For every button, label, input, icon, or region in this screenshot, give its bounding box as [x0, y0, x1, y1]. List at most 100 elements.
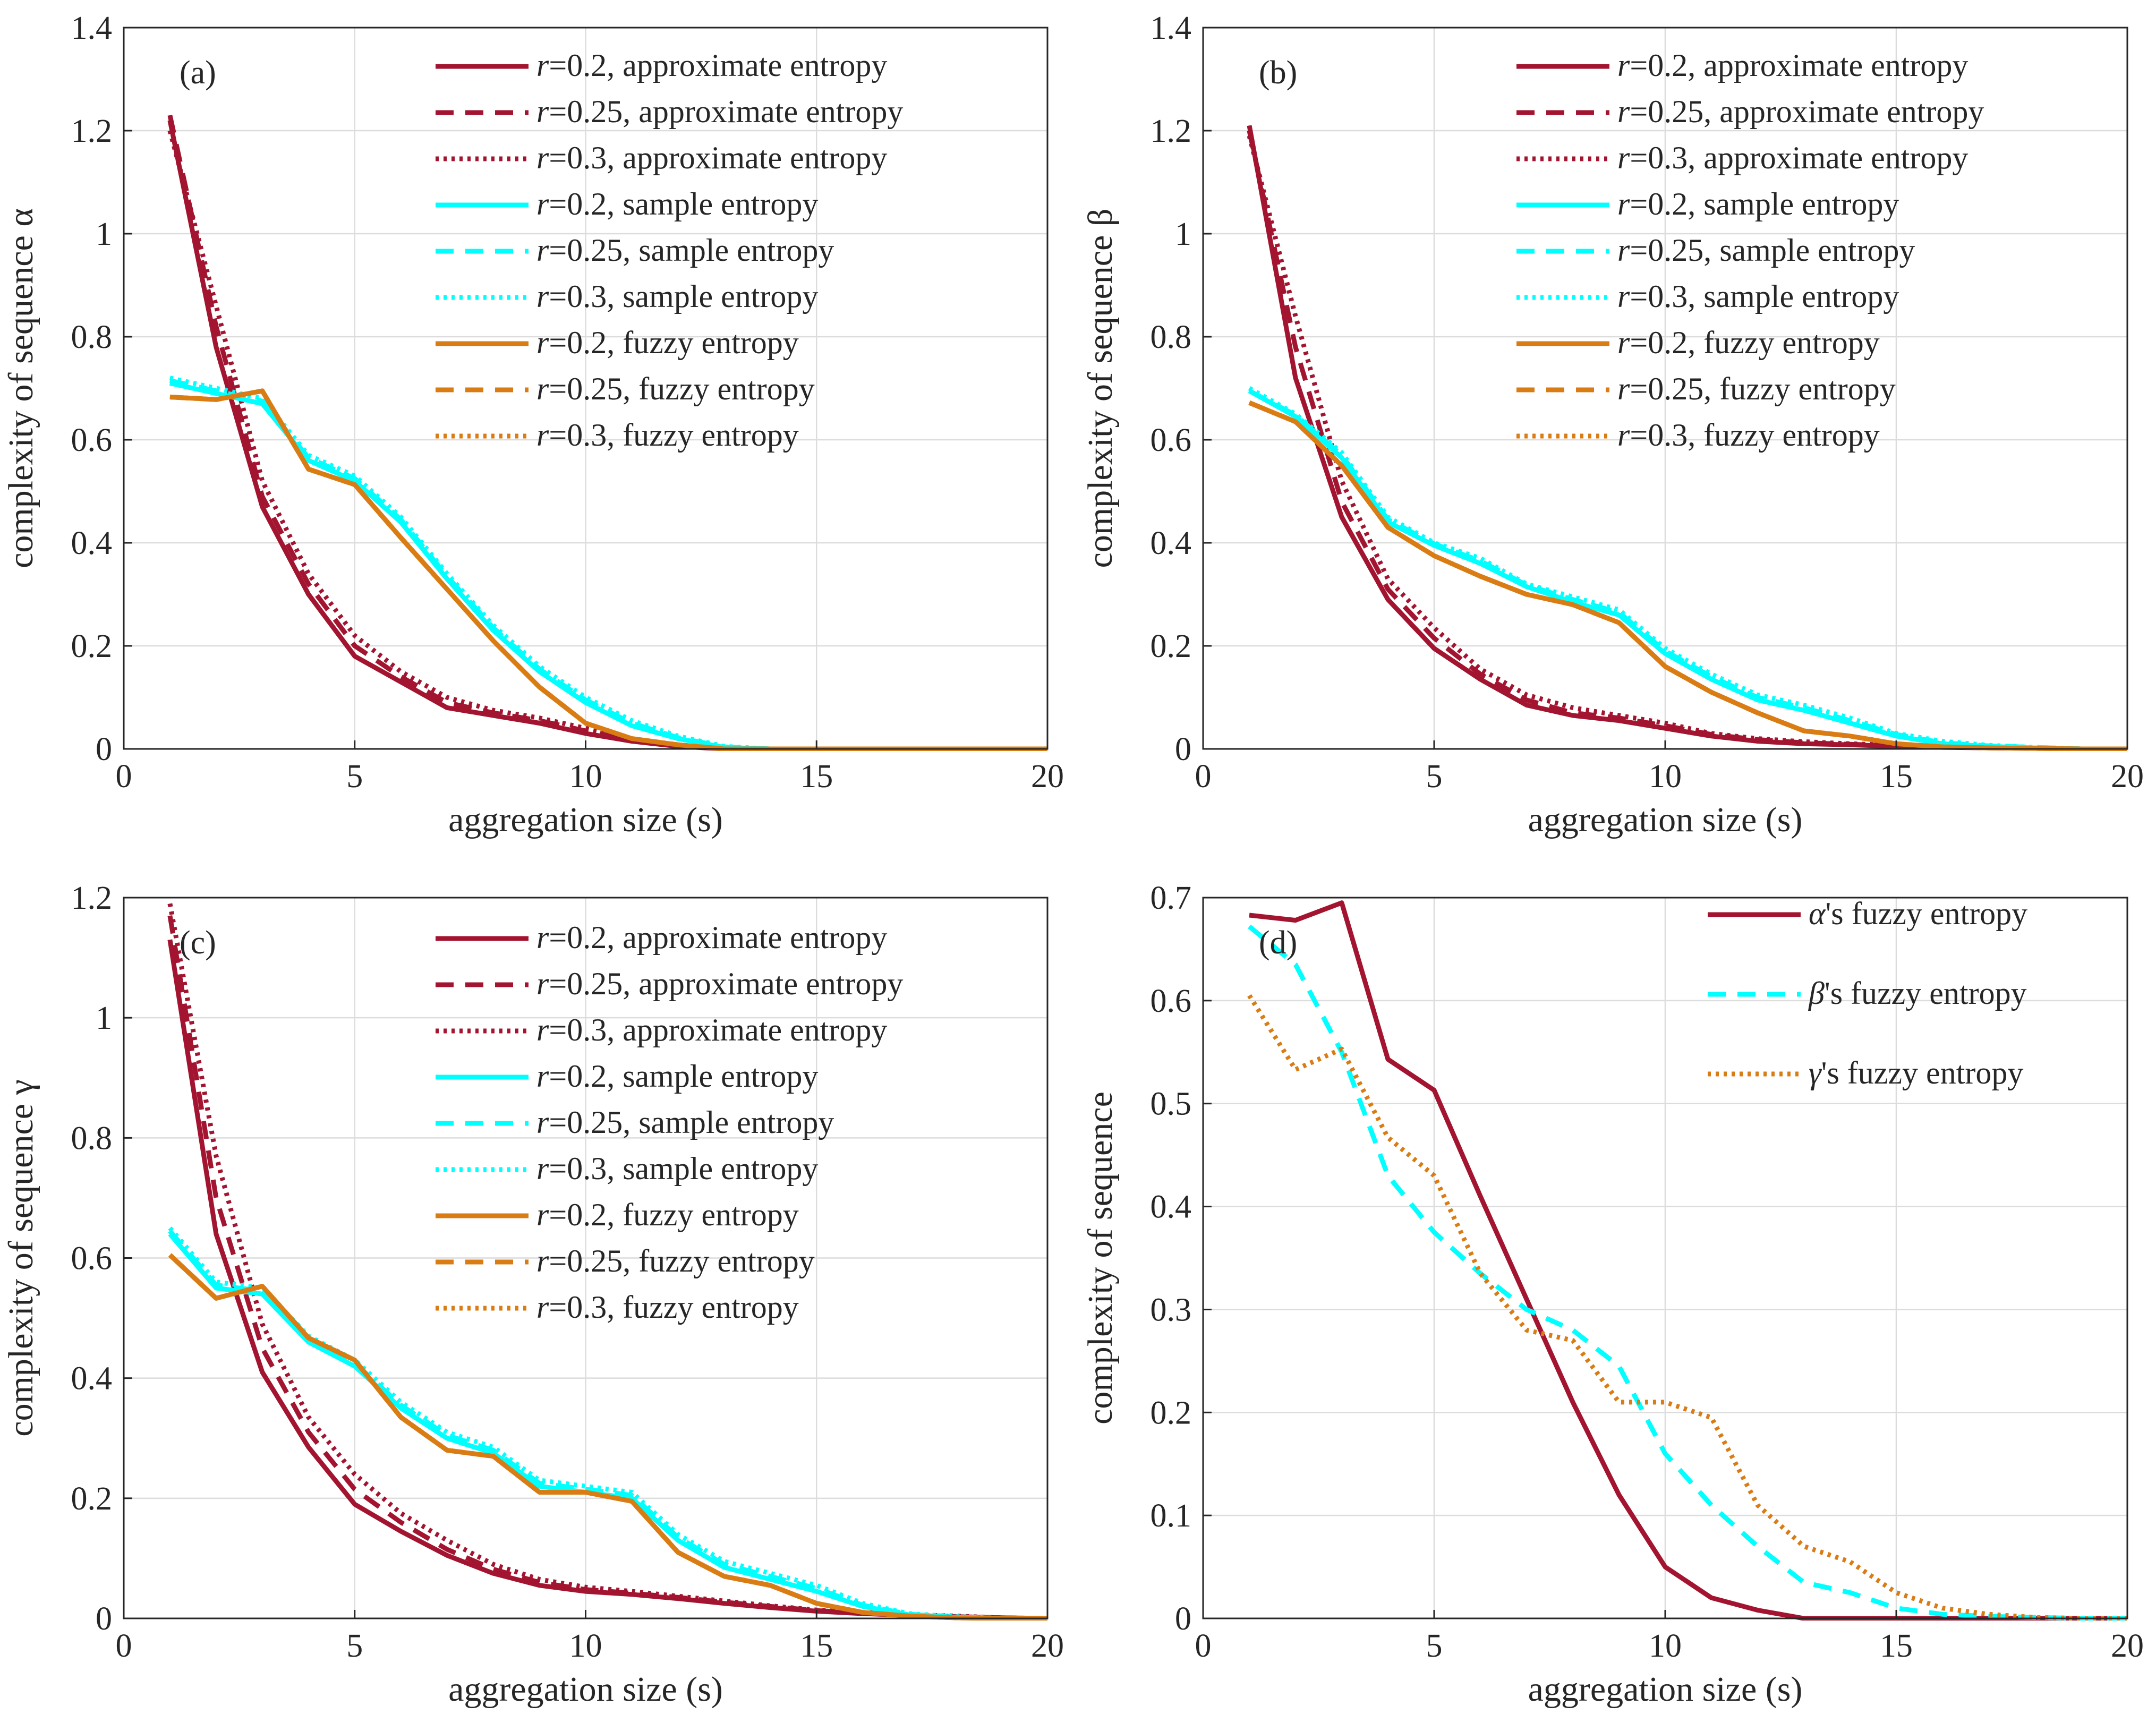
y-axis-label: complexity of sequence [1081, 1092, 1120, 1425]
x-tick-label: 15 [800, 1628, 833, 1664]
y-tick-label: 0 [96, 731, 112, 768]
legend-item: r=0.25, fuzzy entropy [436, 371, 815, 406]
series-line-4 [1248, 388, 2127, 751]
y-tick-label: 0 [96, 1601, 112, 1637]
panel-label: (c) [180, 925, 216, 961]
y-tick-label: 0.2 [71, 1481, 113, 1517]
legend-label: r=0.2, approximate entropy [1617, 48, 1968, 83]
legend: α's fuzzy entropy β's fuzzy entropy γ's fu… [1708, 896, 2027, 1090]
legend-item: r=0.2, sample entropy [436, 1059, 818, 1094]
series-line-2 [1247, 994, 2127, 1621]
x-tick-label: 20 [1031, 1628, 1064, 1664]
x-axis-label: aggregation size (s) [1528, 1670, 1803, 1709]
y-tick-label: 0 [1175, 731, 1191, 768]
x-axis-label: aggregation size (s) [448, 1670, 723, 1709]
series-line-1 [1248, 924, 2127, 1621]
legend-item: r=0.2, approximate entropy [1516, 48, 1968, 83]
legend-item: r=0.3, fuzzy entropy [436, 417, 799, 453]
y-tick-label: 0.2 [1151, 1395, 1192, 1431]
x-tick-label: 0 [116, 758, 132, 795]
legend-label: r=0.25, sample entropy [536, 233, 834, 268]
legend-item: r=0.2, fuzzy entropy [436, 1197, 799, 1232]
x-tick-label: 10 [1649, 758, 1682, 795]
legend-label: r=0.3, sample entropy [1617, 279, 1899, 314]
panel-b: 0 5 10 15 20 0 0.2 0.4 0.6 0.8 1 1.2 1.4 aggregation … [1081, 10, 2144, 839]
x-tick-label: 5 [1426, 758, 1443, 795]
legend-label: r=0.25, sample entropy [1617, 233, 1915, 268]
legend-label: r=0.2, fuzzy entropy [536, 325, 799, 360]
legend-item: β's fuzzy entropy [1708, 976, 2027, 1011]
legend-label: γ's fuzzy entropy [1809, 1055, 2023, 1090]
y-axis-label: complexity of sequence γ [2, 1079, 40, 1436]
legend-item: r=0.3, sample entropy [1516, 279, 1899, 314]
y-tick-label: 1.4 [1151, 10, 1192, 46]
series-line-2 [167, 903, 1047, 1621]
y-tick-label: 0.6 [71, 1241, 113, 1277]
legend-item: r=0.2, approximate entropy [436, 920, 887, 955]
y-tick-label: 0 [1175, 1601, 1191, 1637]
legend-label: r=0.3, approximate entropy [536, 1012, 887, 1047]
legend-label: r=0.2, approximate entropy [536, 920, 887, 955]
x-tick-label: 10 [569, 1628, 602, 1664]
legend-item: r=0.2, sample entropy [1516, 186, 1899, 221]
panel-a: 0 5 10 15 20 0 0.2 0.4 0.6 0.8 1 1.2 1.4 aggregation … [2, 10, 1064, 839]
y-tick-label: 0.5 [1151, 1086, 1192, 1122]
y-tick-label: 0.6 [71, 422, 113, 458]
legend-label: r=0.2, fuzzy entropy [1617, 325, 1880, 360]
y-tick-label: 1.2 [71, 113, 113, 149]
legend-item: r=0.3, approximate entropy [436, 140, 887, 175]
legend-label: r=0.3, fuzzy entropy [1617, 417, 1880, 453]
legend-label: r=0.2, approximate entropy [536, 48, 887, 83]
panel-label: (d) [1259, 925, 1297, 961]
legend-label: β's fuzzy entropy [1808, 976, 2027, 1011]
legend: r=0.2, approximate entropy r=0.25, approx… [1516, 48, 1984, 453]
x-tick-label: 10 [1649, 1628, 1682, 1664]
legend-label: r=0.25, fuzzy entropy [536, 1243, 815, 1278]
y-tick-label: 1.2 [1151, 113, 1192, 149]
legend-item: r=0.3, approximate entropy [436, 1012, 887, 1047]
series-line-8 [168, 1253, 1047, 1621]
y-axis-label: complexity of sequence β [1081, 209, 1120, 568]
y-tick-label: 1.4 [71, 10, 113, 46]
y-tick-label: 0.6 [1151, 983, 1192, 1019]
legend-item: r=0.3, sample entropy [436, 279, 818, 314]
x-tick-label: 20 [2111, 758, 2144, 795]
legend-item: r=0.25, sample entropy [436, 1105, 834, 1140]
legend-item: r=0.3, sample entropy [436, 1151, 818, 1186]
series-line-2 [167, 130, 1047, 751]
legend-label: r=0.25, approximate entropy [1617, 94, 1984, 129]
legend-item: r=0.2, sample entropy [436, 186, 818, 221]
y-tick-label: 0.3 [1151, 1292, 1192, 1328]
y-axis-label: complexity of sequence α [2, 208, 40, 568]
legend-item: r=0.25, sample entropy [436, 233, 834, 268]
y-tick-label: 1 [96, 216, 112, 252]
legend-item: r=0.25, fuzzy entropy [1516, 371, 1896, 406]
x-tick-label: 15 [1880, 758, 1913, 795]
legend-item: r=0.3, approximate entropy [1516, 140, 1968, 175]
legend-item: r=0.25, sample entropy [1516, 233, 1915, 268]
x-tick-label: 5 [346, 1628, 363, 1664]
series-line-1 [167, 915, 1047, 1621]
legend-label: r=0.3, sample entropy [536, 1151, 818, 1186]
legend-label: r=0.25, fuzzy entropy [536, 371, 815, 406]
legend-label: r=0.3, approximate entropy [1617, 140, 1968, 175]
legend-label: r=0.3, fuzzy entropy [536, 417, 799, 453]
series-line-1 [1247, 130, 2127, 751]
panel-c: 0 5 10 15 20 0 0.2 0.4 0.6 0.8 1 1.2 aggregation siz… [2, 880, 1064, 1709]
y-tick-label: 0.4 [71, 1361, 113, 1397]
legend-item: r=0.25, fuzzy entropy [436, 1243, 815, 1278]
x-tick-label: 20 [1031, 758, 1064, 795]
x-tick-label: 20 [2111, 1628, 2144, 1664]
series-line-8 [169, 388, 1047, 751]
panel-label: (b) [1259, 55, 1297, 91]
legend-label: r=0.2, sample entropy [536, 1059, 818, 1094]
series-group [167, 903, 1047, 1621]
x-tick-label: 5 [1426, 1628, 1443, 1664]
y-tick-label: 0.8 [1151, 319, 1192, 355]
legend-label: r=0.25, fuzzy entropy [1617, 371, 1896, 406]
legend-item: r=0.3, fuzzy entropy [1516, 417, 1880, 453]
legend-item: r=0.2, fuzzy entropy [436, 325, 799, 360]
y-tick-label: 1 [96, 1000, 112, 1036]
legend-item: r=0.25, approximate entropy [1516, 94, 1984, 129]
y-tick-label: 0.4 [1151, 525, 1192, 561]
